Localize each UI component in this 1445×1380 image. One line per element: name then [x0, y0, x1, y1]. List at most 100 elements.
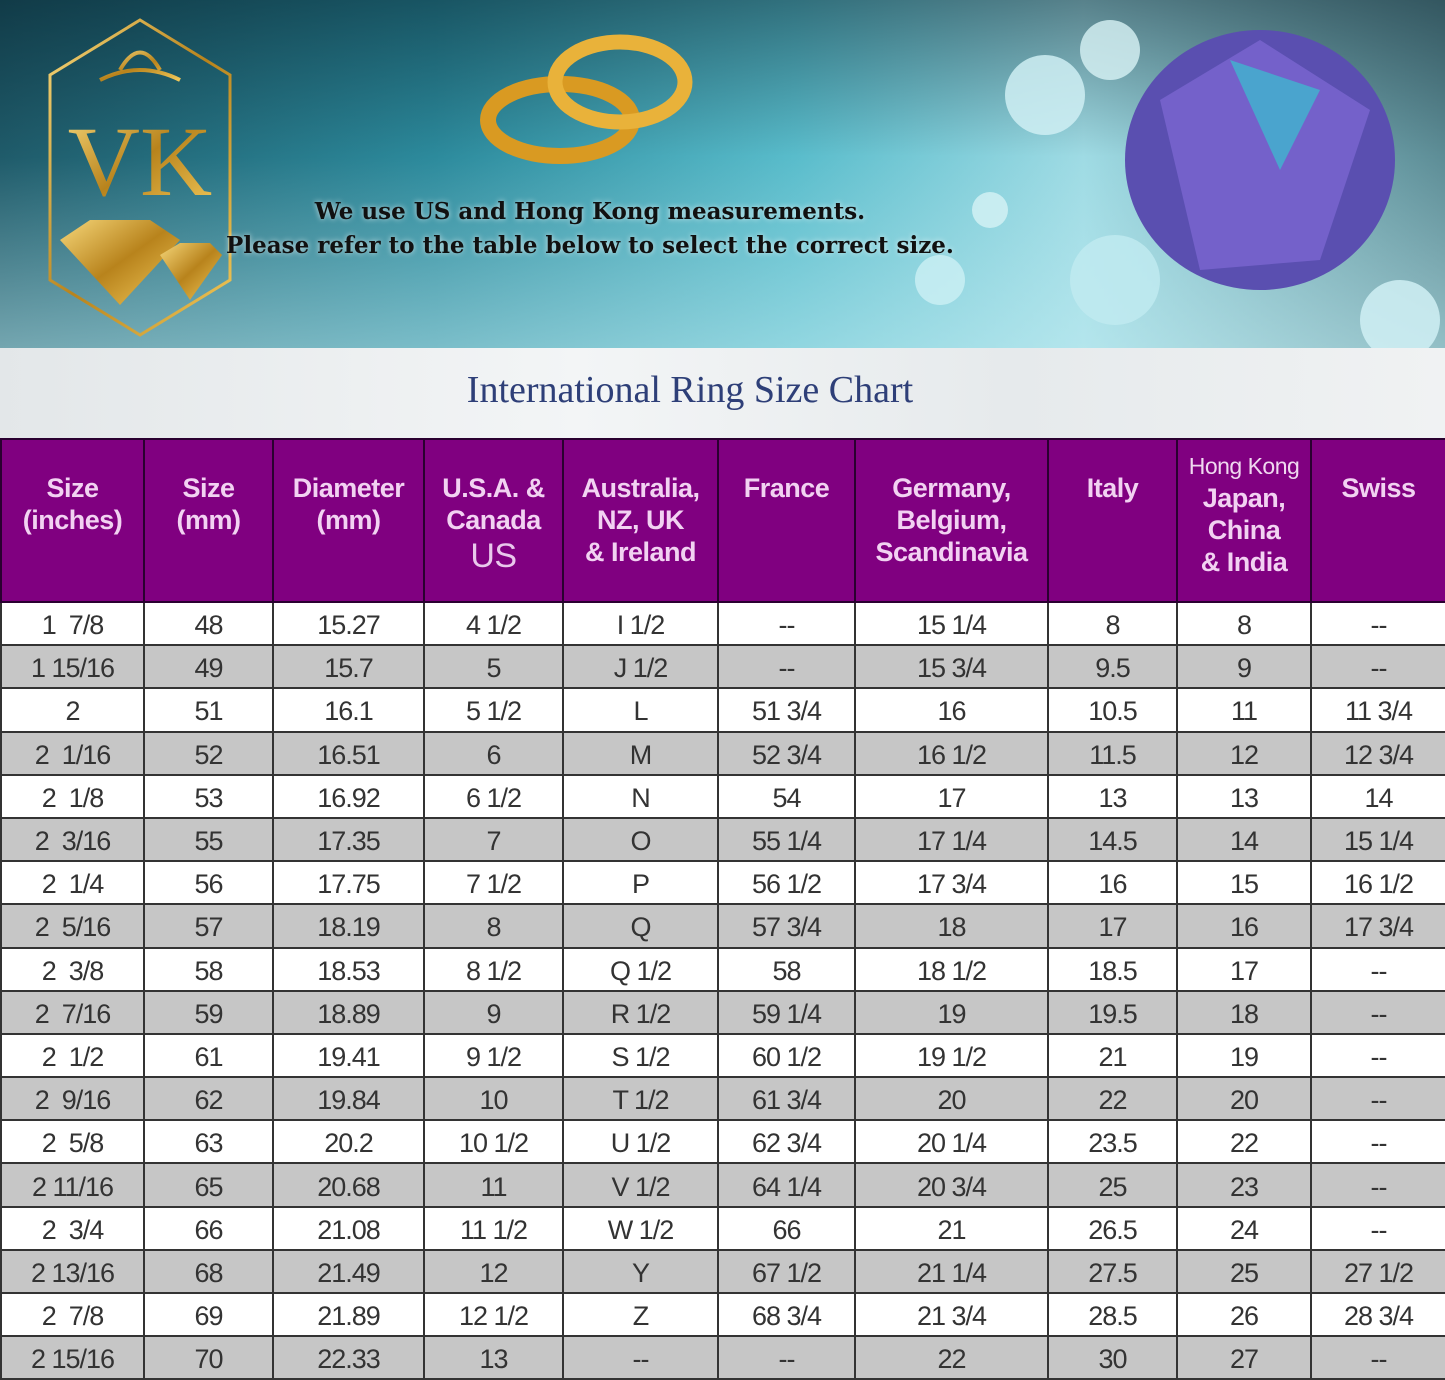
- header-line: Belgium,: [896, 505, 1007, 535]
- table-cell: 27 1/2: [1310, 1248, 1445, 1295]
- table-cell: 58: [143, 946, 274, 992]
- table-cell: 11.5: [1047, 730, 1178, 776]
- table-cell: 49: [143, 644, 274, 690]
- table-cell: 19.5: [1047, 989, 1178, 1035]
- table-cell: 18.19: [272, 903, 425, 949]
- notice-line-2: Please refer to the table below to selec…: [226, 232, 954, 259]
- table-cell: 51: [143, 687, 274, 733]
- table-cell: --: [562, 1335, 719, 1380]
- table-cell: 22: [1047, 1076, 1178, 1122]
- table-cell: 13: [423, 1335, 564, 1380]
- table-cell: 15.7: [272, 644, 425, 690]
- table-cell: 4 1/2: [423, 600, 564, 647]
- table-cell: I 1/2: [562, 600, 719, 647]
- table-cell: --: [1310, 1335, 1445, 1380]
- table-cell: 2 3/4: [0, 1205, 145, 1251]
- header-line: & Ireland: [584, 537, 697, 567]
- header-line: Canada: [446, 505, 541, 535]
- table-row: 1 15/16 49 15.7 5 J 1/2 -- 15 3/4 9.5 9 --: [0, 644, 1445, 690]
- column-header: Australia, NZ, UK & Ireland: [562, 438, 719, 603]
- table-row: 2 3/16 55 17.35 7 O 55 1/4 17 1/4 14.5 14 15 1/4: [0, 816, 1445, 863]
- table-cell: 9 1/2: [423, 1032, 564, 1079]
- table-cell: 70: [143, 1335, 274, 1380]
- table-cell: M: [562, 730, 719, 776]
- table-cell: 18.5: [1047, 946, 1178, 992]
- table-cell: 62 3/4: [717, 1119, 856, 1165]
- column-header: Italy: [1047, 438, 1178, 603]
- table-cell: 17.75: [272, 860, 425, 906]
- table-cell: 67 1/2: [717, 1248, 856, 1295]
- table-cell: 2 3/16: [0, 816, 145, 863]
- table-cell: 18 1/2: [854, 946, 1049, 992]
- table-cell: 26: [1176, 1291, 1312, 1338]
- table-row: 2 3/4 66 21.08 11 1/2 W 1/2 66 21 26.5 24 --: [0, 1205, 1445, 1251]
- table-cell: R 1/2: [562, 989, 719, 1035]
- table-cell: 7 1/2: [423, 860, 564, 906]
- table-cell: 15 1/4: [1310, 816, 1445, 863]
- table-cell: 6 1/2: [423, 773, 564, 819]
- table-cell: 16: [854, 687, 1049, 733]
- table-row: 2 7/16 59 18.89 9 R 1/2 59 1/4 19 19.5 18 --: [0, 989, 1445, 1035]
- table-cell: 68 3/4: [717, 1291, 856, 1338]
- table-cell: 8: [423, 903, 564, 949]
- table-cell: --: [717, 1335, 856, 1380]
- header-line: Size: [46, 473, 99, 503]
- table-cell: 56: [143, 860, 274, 906]
- table-cell: 2 1/4: [0, 860, 145, 906]
- column-header: France: [717, 438, 856, 603]
- header-line: China: [1207, 515, 1281, 545]
- table-cell: 2 1/2: [0, 1032, 145, 1079]
- header-line: Scandinavia: [875, 537, 1028, 567]
- table-cell: J 1/2: [562, 644, 719, 690]
- table-cell: 15: [1176, 860, 1312, 906]
- table-cell: U 1/2: [562, 1119, 719, 1165]
- table-cell: 28.5: [1047, 1291, 1178, 1338]
- table-cell: 17 3/4: [1310, 903, 1445, 949]
- table-cell: 66: [717, 1205, 856, 1251]
- table-cell: 11: [423, 1162, 564, 1208]
- table-cell: 18: [1176, 989, 1312, 1035]
- table-cell: --: [1310, 1076, 1445, 1122]
- column-header: Diameter (mm): [272, 438, 425, 603]
- table-cell: 16.1: [272, 687, 425, 733]
- table-cell: 12: [423, 1248, 564, 1295]
- table-cell: 21: [1047, 1032, 1178, 1079]
- table-cell: 48: [143, 600, 274, 647]
- table-row: 2 1/16 52 16.51 6 M 52 3/4 16 1/2 11.5 12 12 3/4: [0, 730, 1445, 776]
- table-cell: 13: [1047, 773, 1178, 819]
- table-cell: 15 1/4: [854, 600, 1049, 647]
- table-cell: --: [717, 644, 856, 690]
- table-cell: 20.68: [272, 1162, 425, 1208]
- table-cell: --: [1310, 1205, 1445, 1251]
- header-line: & India: [1200, 547, 1288, 577]
- table-cell: 1 15/16: [0, 644, 145, 690]
- table-cell: Q 1/2: [562, 946, 719, 992]
- table-cell: 68: [143, 1248, 274, 1295]
- table-cell: 56 1/2: [717, 860, 856, 906]
- gemstones-image: [915, 20, 1440, 348]
- table-cell: 22: [1176, 1119, 1312, 1165]
- header-line: Size: [182, 473, 235, 503]
- header-line: (inches): [22, 505, 123, 535]
- table-cell: T 1/2: [562, 1076, 719, 1122]
- table-cell: 2 15/16: [0, 1335, 145, 1380]
- table-cell: 59: [143, 989, 274, 1035]
- table-cell: 2 5/16: [0, 903, 145, 949]
- header-line: NZ, UK: [597, 505, 685, 535]
- table-cell: 19.41: [272, 1032, 425, 1079]
- table-cell: 53: [143, 773, 274, 819]
- header-line: (mm): [176, 505, 242, 535]
- header-line: France: [743, 473, 830, 503]
- table-cell: 2 5/8: [0, 1119, 145, 1165]
- table-cell: 60 1/2: [717, 1032, 856, 1079]
- table-cell: P: [562, 860, 719, 906]
- vk-logo: VK: [48, 18, 232, 337]
- table-row: 2 11/16 65 20.68 11 V 1/2 64 1/4 20 3/4 25 23 --: [0, 1162, 1445, 1208]
- table-cell: 17: [1176, 946, 1312, 992]
- table-cell: Q: [562, 903, 719, 949]
- table-cell: 20 3/4: [854, 1162, 1049, 1208]
- table-cell: 10 1/2: [423, 1119, 564, 1165]
- table-cell: 14: [1310, 773, 1445, 819]
- table-cell: 55: [143, 816, 274, 863]
- table-row: 2 13/16 68 21.49 12 Y 67 1/2 21 1/4 27.5 25 27 1/…: [0, 1248, 1445, 1295]
